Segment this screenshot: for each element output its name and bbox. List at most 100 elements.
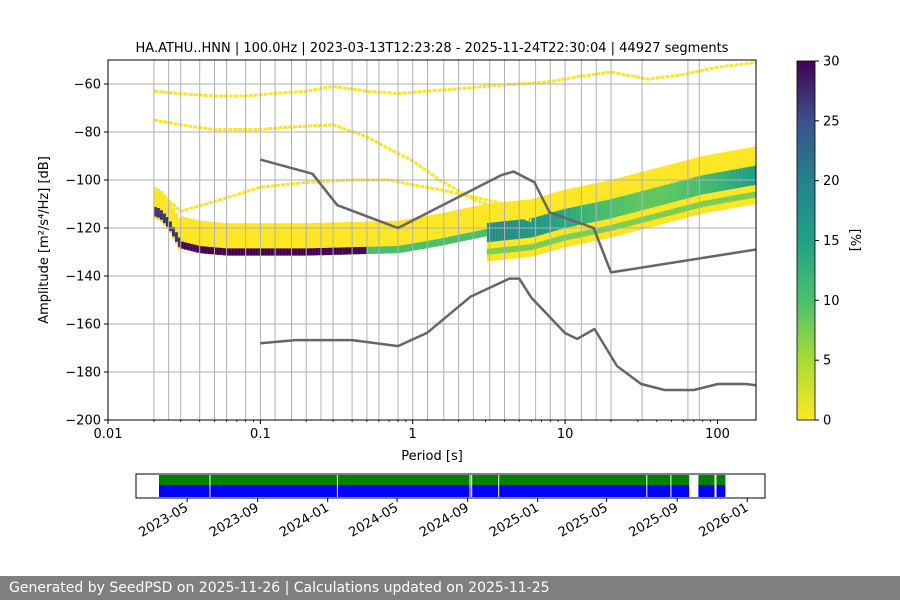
x-tick-label: 10 [557, 427, 574, 442]
grid-lines [108, 60, 756, 420]
heatmap-mode-band [573, 206, 578, 226]
heatmap-mode-band [402, 244, 407, 253]
heatmap-column [198, 220, 203, 254]
heatmap-mode-band [327, 247, 332, 255]
heatmap-mode-band [633, 192, 638, 212]
heatmap-column [414, 217, 419, 250]
heatmap-secondary-band [495, 247, 500, 254]
heatmap-column [339, 222, 344, 255]
heatmap-mode-band [672, 182, 677, 202]
heatmap-mode-band [645, 189, 650, 209]
heatmap-secondary-band [576, 231, 581, 238]
heatmap-column [450, 210, 455, 244]
y-tick-label: −160 [65, 318, 101, 333]
x-tick-label: 1 [409, 427, 417, 442]
heatmap-column [159, 191, 164, 223]
heatmap-column [171, 207, 176, 239]
heatmap-secondary-band [603, 226, 608, 233]
heatmap-column [483, 204, 488, 237]
heatmap-mode-band [213, 247, 218, 255]
heatmap-mode-band [648, 188, 653, 209]
heatmap-mode-band [660, 185, 665, 205]
heatmap-column [264, 223, 269, 256]
heatmap-column [381, 221, 386, 254]
heatmap-column [372, 221, 377, 254]
heatmap-column [357, 221, 362, 255]
heatmap-mode-band [429, 240, 434, 248]
heatmap-mode-band [177, 237, 182, 248]
heatmap-column [207, 221, 212, 255]
heatmap-secondary-band [531, 243, 536, 250]
heatmap-mode-band [708, 173, 713, 193]
availability-date-ticks: 2023-05 2023-09 2024-01 2024-05 2024-09 2025-… [137, 498, 751, 541]
heatmap-secondary-band [747, 192, 752, 199]
heatmap-column [240, 223, 245, 256]
y-axis-label: Amplitude [m²/s⁴/Hz] [dB] [37, 156, 52, 324]
heatmap-mode-band [453, 235, 458, 243]
heatmap-secondary-band [708, 199, 713, 206]
heatmap-mode-band [675, 181, 680, 201]
heatmap-secondary-band [540, 241, 545, 248]
heatmap-mode-band [714, 172, 719, 192]
heatmap-column [411, 218, 416, 251]
heatmap-secondary-band [744, 193, 749, 200]
heatmap-column [354, 221, 359, 255]
heatmap-column [195, 220, 200, 253]
heatmap-mode-band [741, 167, 746, 188]
heatmap-mode-band [603, 200, 608, 220]
heatmap-column [276, 223, 281, 256]
heatmap-mode-band [570, 207, 575, 227]
heatmap-secondary-band [717, 198, 722, 204]
heatmap-secondary-band [546, 239, 551, 246]
heatmap-mode-band [162, 213, 167, 224]
heatmap-mode-band [228, 248, 233, 256]
heatmap-mode-band [159, 210, 164, 220]
heatmap-secondary-band [726, 196, 731, 203]
heatmap-mode-band [339, 247, 344, 255]
heatmap-mode-band [432, 239, 437, 247]
heatmap-mode-band [297, 248, 302, 256]
heatmap-secondary-band [555, 236, 560, 243]
heatmap-mode-band [537, 216, 542, 236]
heatmap-column [282, 223, 287, 256]
heatmap-mode-band [405, 244, 410, 252]
heatmap-mode-band [384, 246, 389, 254]
heatmap-column [237, 223, 242, 256]
heatmap-column [408, 218, 413, 252]
heatmap-mode-band [366, 246, 371, 254]
heatmap-mode-band [180, 241, 185, 249]
heatmap-mode-band [636, 192, 641, 212]
heatmap-mode-band [621, 196, 626, 216]
heatmap-mode-band [534, 217, 539, 237]
heatmap-column [297, 223, 302, 256]
heatmap-column [279, 223, 284, 256]
y-tick-label: −120 [65, 222, 101, 237]
heatmap-mode-band [750, 166, 755, 186]
heatmap-column [291, 223, 296, 256]
heatmap-mode-band [378, 246, 383, 254]
heatmap-mode-band [639, 191, 644, 211]
heatmap-mode-band [501, 221, 506, 241]
date-tick-label: 2024-09 [417, 500, 472, 540]
heatmap-mode-band [642, 190, 647, 210]
heatmap-mode-band [498, 221, 503, 241]
heatmap-column [204, 221, 209, 254]
heatmap-column [393, 220, 398, 254]
heatmap-column [252, 223, 257, 256]
colorbar-tick-label: 25 [823, 114, 840, 129]
heatmap-mode-band [474, 231, 479, 239]
x-axis-label: Period [s] [401, 449, 463, 464]
heatmap-mode-band [249, 248, 254, 256]
heatmap-secondary-band [507, 246, 512, 253]
heatmap-column [267, 223, 272, 256]
heatmap-column [468, 207, 473, 240]
heatmap-secondary-band [654, 213, 659, 220]
heatmap-mode-band [201, 246, 206, 254]
heatmap-secondary-band [510, 246, 515, 253]
heatmap-mode-band [204, 246, 209, 254]
heatmap-mode-band [198, 246, 203, 254]
heatmap-secondary-band [588, 229, 593, 236]
heatmap-secondary-band [513, 245, 518, 252]
heatmap-column [165, 197, 170, 229]
heatmap-secondary-band [561, 235, 566, 242]
